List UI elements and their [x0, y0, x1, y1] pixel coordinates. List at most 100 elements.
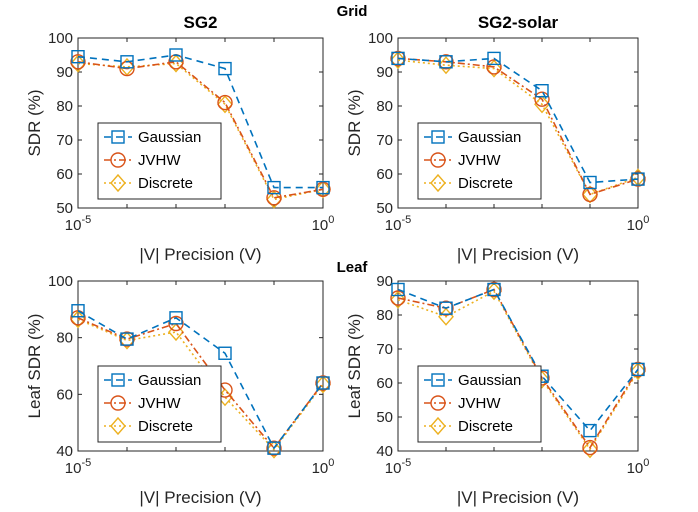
x-tick-exponent: 0: [328, 214, 334, 226]
jvhw-circle-marker: [266, 440, 282, 456]
discrete-diamond-marker: [390, 51, 406, 70]
discrete-diamond-marker: [438, 56, 454, 75]
x-tick-exponent: -5: [401, 214, 411, 226]
gaussian-square-marker: [439, 55, 453, 69]
discrete-diamond-marker: [630, 362, 646, 381]
x-tick-label: 10-5: [385, 214, 411, 234]
legend-label-gaussian: Gaussian: [458, 129, 521, 146]
jvhw-circle-marker: [390, 290, 406, 306]
discrete-series-line: [77, 62, 324, 201]
legend-label-jvhw: JVHW: [458, 152, 501, 169]
legend-box: [417, 365, 542, 443]
jvhw-series-line: [77, 317, 324, 450]
x-tick-base: 10: [385, 460, 402, 477]
discrete-diamond-marker: [534, 95, 550, 114]
discrete-series-line: [397, 290, 639, 451]
legend-box: [97, 365, 222, 443]
legend-box: [417, 122, 542, 200]
discrete-diamond-marker: [315, 375, 331, 394]
y-tick-label: 50: [376, 200, 393, 217]
legend-box: [97, 122, 222, 200]
y-tick-label: 80: [376, 98, 393, 115]
gaussian-square-marker: [431, 373, 445, 387]
x-tick-label: 100: [627, 457, 650, 477]
gaussian-square-marker: [71, 304, 85, 318]
x-tick-base: 10: [627, 460, 644, 477]
y-tick-label: 70: [376, 132, 393, 149]
y-tick-label: 70: [376, 341, 393, 358]
y-tick-label: 80: [376, 307, 393, 324]
legend-label-jvhw: JVHW: [138, 395, 181, 412]
y-axis-label: Leaf SDR (%): [25, 314, 44, 419]
discrete-series-line: [77, 318, 324, 451]
jvhw-circle-marker: [217, 94, 233, 111]
y-tick-label: 80: [56, 330, 73, 347]
y-tick-label: 100: [368, 30, 393, 47]
x-axis-label: |V| Precision (V): [457, 488, 579, 507]
x-tick-label: 100: [312, 457, 335, 477]
discrete-diamond-marker: [217, 95, 233, 114]
legend-label-discrete: Discrete: [138, 418, 193, 435]
gaussian-series-line: [397, 288, 639, 432]
gaussian-square-marker: [111, 130, 125, 144]
x-tick-label: 10-5: [385, 457, 411, 477]
x-tick-label: 100: [627, 214, 650, 234]
gaussian-series-line: [77, 54, 323, 189]
discrete-diamond-marker: [582, 440, 598, 459]
discrete-diamond-marker: [110, 173, 126, 193]
y-tick-label: 90: [376, 64, 393, 81]
jvhw-circle-marker: [119, 331, 135, 347]
x-tick-base: 10: [312, 217, 329, 234]
gaussian-square-marker: [391, 51, 405, 66]
x-tick-exponent: -5: [81, 457, 91, 469]
discrete-diamond-marker: [430, 416, 446, 436]
x-axis-label: |V| Precision (V): [139, 488, 261, 507]
discrete-diamond-marker: [486, 282, 502, 301]
y-tick-label: 60: [376, 375, 393, 392]
jvhw-circle-marker: [534, 91, 550, 107]
x-tick-base: 10: [65, 217, 82, 234]
jvhw-circle-marker: [582, 439, 598, 456]
y-axis-label: Leaf SDR (%): [345, 314, 364, 419]
jvhw-circle-marker: [168, 315, 184, 332]
y-axis-label: SDR (%): [345, 89, 364, 156]
y-tick-label: 60: [56, 386, 73, 403]
y-tick-label: 80: [56, 98, 73, 115]
y-tick-label: 100: [48, 273, 73, 290]
jvhw-circle-marker: [582, 186, 598, 203]
gaussian-square-marker: [218, 61, 232, 76]
gaussian-square-marker: [267, 441, 281, 455]
x-tick-label: 10-5: [65, 214, 91, 234]
discrete-diamond-marker: [315, 180, 331, 199]
gaussian-square-marker: [631, 172, 645, 186]
legend-label-gaussian: Gaussian: [138, 372, 201, 389]
jvhw-circle-marker: [110, 395, 126, 411]
gaussian-square-marker: [316, 180, 330, 195]
gaussian-square-marker: [218, 346, 232, 360]
gaussian-square-marker: [120, 332, 134, 346]
x-axis-label: |V| Precision (V): [457, 245, 579, 264]
y-axis-label: SDR (%): [25, 89, 44, 156]
section-label-leaf: Leaf: [337, 259, 369, 276]
discrete-diamond-marker: [266, 440, 282, 459]
legend-label-discrete: Discrete: [458, 418, 513, 435]
gaussian-square-marker: [487, 282, 501, 297]
discrete-diamond-marker: [582, 185, 598, 204]
gaussian-square-marker: [71, 50, 85, 64]
x-tick-label: 100: [312, 214, 335, 234]
x-tick-exponent: -5: [401, 457, 411, 469]
jvhw-circle-marker: [70, 54, 86, 70]
y-tick-label: 60: [56, 166, 73, 183]
gaussian-square-marker: [439, 301, 453, 315]
x-tick-base: 10: [385, 217, 402, 234]
legend-label-jvhw: JVHW: [458, 395, 501, 412]
jvhw-circle-marker: [110, 152, 126, 168]
gaussian-square-marker: [583, 423, 597, 438]
x-tick-exponent: -5: [81, 214, 91, 226]
jvhw-circle-marker: [486, 281, 502, 298]
gaussian-square-marker: [169, 48, 183, 62]
y-tick-label: 40: [376, 443, 393, 460]
jvhw-circle-marker: [315, 375, 331, 391]
